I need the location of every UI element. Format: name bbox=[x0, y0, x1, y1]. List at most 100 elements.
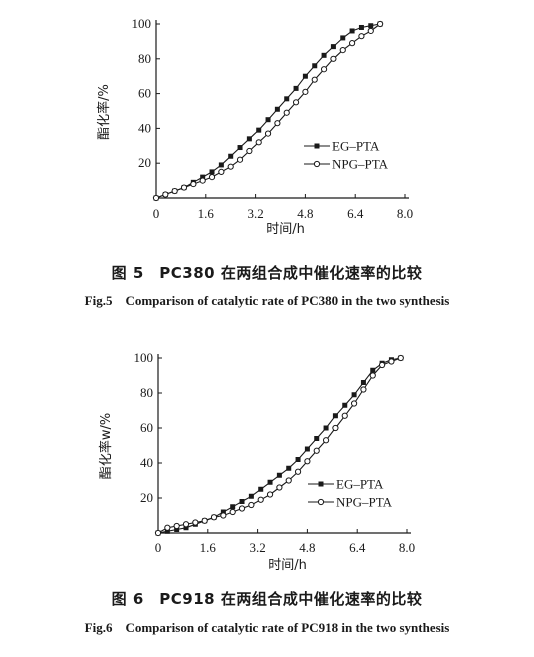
data-point-npg-pta bbox=[220, 512, 227, 519]
data-point-npg-pta bbox=[350, 400, 358, 407]
data-point-eg-pta bbox=[258, 486, 264, 492]
data-point-eg-pta bbox=[237, 145, 243, 151]
data-point-npg-pta bbox=[313, 447, 320, 454]
x-tick-label: 8.0 bbox=[399, 540, 415, 555]
data-point-npg-pta bbox=[201, 517, 208, 524]
y-tick-label: 80 bbox=[138, 51, 151, 66]
figure-5-caption-cn: 图 5 PC380 在两组合成中催化速率的比较 bbox=[111, 264, 423, 282]
data-point-npg-pta bbox=[190, 180, 197, 188]
data-point-npg-pta bbox=[397, 354, 404, 362]
data-point-eg-pta bbox=[274, 106, 280, 112]
chart-figure-6: 0 1.6 3.2 4.8 6.4 8.0 20 40 60 80 100 时间/h 酯化率w/% EG–… bbox=[98, 350, 415, 573]
data-point-npg-pta bbox=[264, 130, 272, 137]
x-tick-label: 6.4 bbox=[347, 206, 364, 221]
data-point-npg-pta bbox=[192, 519, 199, 526]
data-point-npg-pta bbox=[341, 412, 348, 419]
y-tick-label: 60 bbox=[138, 86, 151, 101]
data-point-eg-pta bbox=[349, 28, 355, 34]
data-point-npg-pta bbox=[248, 501, 255, 509]
x-tick-label: 3.2 bbox=[249, 540, 265, 555]
y-tick-label: 100 bbox=[134, 350, 154, 365]
data-point-npg-pta bbox=[266, 491, 274, 498]
y-tick-label: 40 bbox=[138, 120, 151, 135]
figure-6: 0 1.6 3.2 4.8 6.4 8.0 20 40 60 80 100 时间/h 酯化率w/% EG–… bbox=[0, 334, 534, 657]
data-point-eg-pta bbox=[342, 402, 348, 408]
data-point-npg-pta bbox=[227, 163, 234, 170]
data-point-eg-pta bbox=[304, 446, 310, 452]
data-point-eg-pta bbox=[358, 24, 364, 30]
data-point-npg-pta bbox=[360, 386, 367, 393]
data-point-eg-pta bbox=[239, 499, 245, 504]
data-point-eg-pta bbox=[284, 96, 290, 102]
data-point-npg-pta bbox=[339, 47, 346, 54]
data-point-npg-pta bbox=[257, 496, 264, 503]
data-point-eg-pta bbox=[183, 525, 189, 531]
legend-label: NPG–PTA bbox=[332, 157, 389, 172]
legend-label: NPG–PTA bbox=[336, 495, 393, 510]
data-point-npg-pta bbox=[182, 521, 190, 528]
data-point-npg-pta bbox=[154, 529, 162, 537]
x-axis-label: 时间/h bbox=[268, 558, 307, 573]
figure-6-caption-cn: 图 6 PC918 在两组合成中催化速率的比较 bbox=[111, 590, 423, 608]
legend-marker-circle bbox=[317, 498, 325, 506]
data-point-npg-pta bbox=[246, 147, 253, 155]
legend-marker-square bbox=[318, 481, 324, 487]
data-point-npg-pta bbox=[348, 40, 356, 47]
legend-label: EG–PTA bbox=[332, 139, 380, 154]
figure-5: 0 1.6 3.2 4.8 6.4 8.0 20 40 60 80 100 时间/h 酯化率/% EG–P… bbox=[85, 16, 450, 308]
data-point-npg-pta bbox=[358, 33, 365, 40]
data-point-npg-pta bbox=[199, 177, 206, 184]
data-point-eg-pta bbox=[332, 413, 338, 419]
data-point-eg-pta bbox=[330, 44, 336, 50]
data-point-eg-pta bbox=[209, 169, 215, 175]
data-point-npg-pta bbox=[292, 99, 300, 106]
data-point-npg-pta bbox=[171, 187, 178, 195]
data-point-eg-pta bbox=[220, 509, 226, 515]
y-tick-label: 80 bbox=[140, 385, 153, 400]
data-point-eg-pta bbox=[228, 153, 234, 159]
data-point-npg-pta bbox=[377, 20, 384, 28]
x-tick-label: 4.8 bbox=[299, 540, 315, 555]
data-point-eg-pta bbox=[286, 465, 292, 471]
x-tick-label: 0 bbox=[155, 540, 162, 555]
series-line-eg-pta bbox=[155, 23, 381, 199]
data-point-npg-pta bbox=[285, 477, 292, 484]
data-point-eg-pta bbox=[321, 52, 327, 58]
figure-6-caption-en: Fig.6 Comparison of catalytic rate of PC… bbox=[84, 620, 450, 635]
chart-figure-5: 0 1.6 3.2 4.8 6.4 8.0 20 40 60 80 100 时间/h 酯化率/% EG–P… bbox=[96, 16, 413, 237]
data-point-npg-pta bbox=[164, 524, 171, 531]
x-tick-label: 8.0 bbox=[397, 206, 413, 221]
x-tick-label: 3.2 bbox=[247, 206, 263, 221]
x-axis-label: 时间/h bbox=[266, 222, 305, 237]
data-point-eg-pta bbox=[246, 136, 252, 142]
data-point-npg-pta bbox=[218, 168, 225, 175]
data-point-npg-pta bbox=[180, 184, 188, 191]
data-point-npg-pta bbox=[210, 514, 218, 521]
data-point-eg-pta bbox=[340, 35, 346, 41]
y-tick-label: 100 bbox=[132, 16, 152, 31]
y-tick-label: 20 bbox=[140, 490, 153, 505]
data-point-eg-pta bbox=[314, 436, 320, 441]
data-point-eg-pta bbox=[360, 380, 366, 385]
data-point-eg-pta bbox=[312, 63, 318, 69]
data-point-npg-pta bbox=[229, 508, 236, 516]
data-point-npg-pta bbox=[173, 522, 180, 530]
data-point-eg-pta bbox=[293, 85, 299, 91]
y-tick-label: 20 bbox=[138, 155, 151, 170]
data-point-npg-pta bbox=[255, 139, 262, 146]
x-tick-label: 1.6 bbox=[198, 206, 215, 221]
data-point-npg-pta bbox=[162, 191, 169, 198]
data-point-npg-pta bbox=[294, 468, 302, 475]
x-tick-label: 6.4 bbox=[349, 540, 366, 555]
data-point-npg-pta bbox=[332, 424, 339, 432]
legend-marker-circle bbox=[313, 160, 321, 168]
y-tick-label: 40 bbox=[140, 455, 153, 470]
data-point-eg-pta bbox=[302, 73, 308, 79]
legend-label: EG–PTA bbox=[336, 477, 384, 492]
data-point-npg-pta bbox=[302, 88, 309, 95]
data-point-npg-pta bbox=[238, 505, 246, 512]
data-point-eg-pta bbox=[267, 479, 273, 485]
data-point-eg-pta bbox=[256, 127, 262, 133]
data-point-npg-pta bbox=[152, 194, 160, 202]
data-point-eg-pta bbox=[276, 472, 282, 478]
